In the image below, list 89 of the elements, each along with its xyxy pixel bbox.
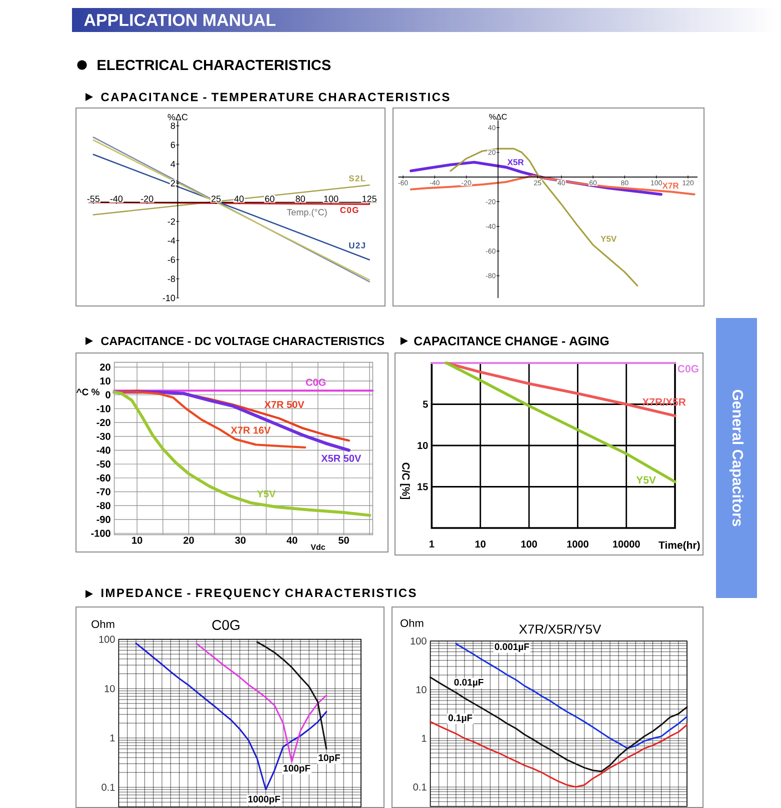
y-tick-label: -6 [168, 256, 176, 263]
y-tick-label: 15 [418, 483, 428, 490]
x-tick-label: 50 [338, 536, 349, 544]
y-axis-title: Ohm [92, 620, 114, 628]
y-tick-label: 6 [170, 142, 176, 148]
y-tick-label: -40 [96, 446, 110, 454]
y-tick-label: 1 [422, 734, 426, 742]
series-label: 0.01µF [454, 678, 484, 688]
x-tick-label: 40 [286, 536, 298, 544]
series-label: 1000pF [248, 796, 280, 804]
y-tick-label: 100 [410, 637, 426, 645]
y-tick-label: 1 [110, 734, 115, 742]
x-axis-title: Temp.(°C) [286, 208, 327, 218]
x-tick-label: 1000 [567, 540, 588, 548]
series-label: C0G [678, 365, 698, 372]
x-tick-label: 25 [211, 196, 221, 202]
x-tick-label: -40 [110, 196, 123, 202]
x-axis-title: Vdc [310, 544, 326, 550]
series-label: U2J [349, 242, 365, 248]
text: APPLICATION MANUAL [84, 14, 276, 26]
chart-title: X7R/X5R/Y5V [519, 624, 602, 634]
x-tick-label: 100 [521, 540, 537, 548]
x-axis-title: Time(hr) [658, 541, 700, 551]
series-label: Y5V [256, 490, 276, 498]
y-axis-title: C/C [%] [400, 462, 410, 500]
y-tick-label: -70 [96, 488, 110, 496]
y-tick-label: 4 [170, 160, 176, 168]
x-tick-label: 10000 [613, 540, 640, 548]
y-axis-title: %ΔC [489, 114, 507, 120]
series-label: X7R [662, 182, 679, 189]
x-tick-label: 30 [235, 536, 246, 544]
series-label: 0.1µF [448, 714, 472, 724]
y-tick-label: 10 [100, 377, 110, 385]
y-tick-label: 100 [99, 636, 115, 643]
series-label: S2L [348, 175, 366, 182]
x-tick-label: 40 [234, 196, 244, 202]
y-tick-label: 5 [422, 400, 428, 408]
y-tick-label: -4 [168, 237, 176, 244]
series-label: X5R 50V [321, 454, 362, 462]
series-label: Y5V [636, 476, 656, 484]
x-tick-label: 10 [475, 540, 486, 548]
chart-title: CAPACITANCE - DC VOLTAGE CHARACTERISTICS [101, 336, 384, 346]
y-tick-label: -50 [96, 460, 110, 468]
series-label: X7R 16V [230, 426, 271, 434]
y-tick-label: -90 [96, 516, 110, 523]
y-tick-label: -10 [96, 405, 110, 412]
y-tick-label: 10 [418, 442, 428, 450]
y-axis-title: Ohm [400, 618, 424, 628]
series-label: C0G [306, 378, 326, 386]
x-tick-label: -20 [140, 196, 154, 202]
y-tick-label: -30 [96, 432, 110, 440]
y-tick-label: 0 [106, 391, 110, 398]
y-axis-title: ^C % [76, 388, 100, 396]
y-tick-label: -10 [162, 294, 176, 302]
y-tick-label: 10 [104, 685, 115, 692]
chart-subtitle: C0G [212, 620, 240, 630]
chart-title: CAPACITANCE CHANGE - AGING [414, 336, 609, 346]
y-tick-label: 10 [416, 686, 426, 694]
y-tick-label: -80 [96, 502, 110, 510]
y-tick-label: 2 [170, 180, 175, 186]
chart-title: CAPACITANCE - TEMPERATURE CHARACTERISTICS [101, 92, 450, 102]
x-tick-label: -55 [87, 196, 100, 202]
series-label: X7R 50V [264, 400, 304, 408]
x-tick-label: 10 [132, 536, 142, 544]
series-label: C0G [340, 207, 358, 214]
y-tick-label: 0.1 [413, 783, 426, 791]
x-tick-label: 1 [430, 540, 434, 548]
y-axis-title: %ΔC [168, 114, 188, 120]
y-tick-label: -20 [96, 418, 110, 426]
x-tick-label: 60 [265, 196, 274, 202]
series-label: Y5V [600, 236, 617, 242]
chart-title: IMPEDANCE - FREQUENCY CHARACTERISTICS [102, 588, 416, 600]
y-tick-label: -60 [96, 474, 110, 482]
series-label: 100pF [284, 764, 310, 774]
text: General Capacitors [730, 390, 744, 526]
y-tick-label: -2 [168, 218, 175, 225]
series-label: 10pF [318, 754, 340, 763]
series-label: X5R [507, 159, 524, 166]
x-tick-label: 80 [296, 196, 306, 202]
x-tick-label: 20 [184, 536, 194, 544]
y-tick-label: 20 [100, 364, 110, 371]
y-tick-label: 0.1 [102, 784, 115, 791]
y-tick-label: -100 [91, 530, 110, 537]
text: ELECTRICAL CHARACTERISTICS [98, 60, 331, 70]
series-label: 0.001µF [494, 643, 530, 652]
y-tick-label: -8 [168, 276, 176, 282]
x-tick-label: 125 [362, 196, 376, 202]
y-tick-label: 8 [170, 122, 176, 129]
x-tick-label: 100 [324, 196, 338, 202]
